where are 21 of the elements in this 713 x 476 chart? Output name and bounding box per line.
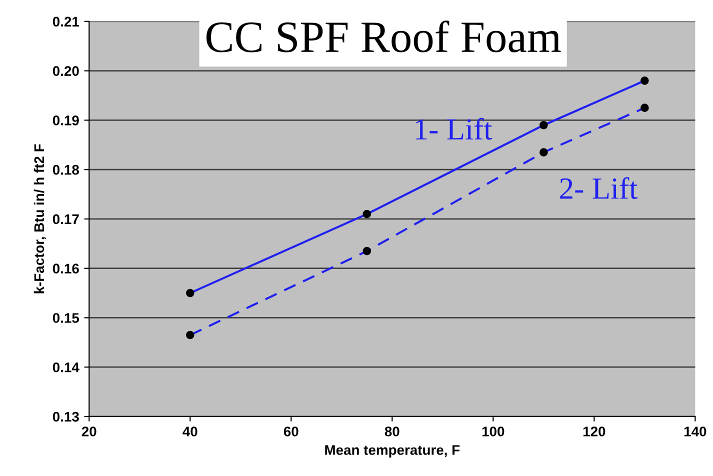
y-tick-label: 0.17 bbox=[52, 214, 79, 224]
chart-title: CC SPF Roof Foam bbox=[206, 20, 561, 52]
x-axis-title: Mean temperature, F bbox=[325, 445, 460, 458]
x-tick-label: 120 bbox=[583, 426, 606, 436]
x-tick-label: 100 bbox=[482, 426, 504, 436]
series-label: 1- Lift bbox=[416, 118, 492, 140]
x-tick-label: 60 bbox=[284, 426, 298, 436]
x-tick-label: 20 bbox=[82, 426, 96, 436]
y-tick-label: 0.20 bbox=[52, 66, 79, 76]
x-tick-label: 140 bbox=[684, 426, 706, 436]
y-axis-title: k-Factor, Btu in/ h ft2 F bbox=[34, 144, 46, 294]
y-tick-label: 0.15 bbox=[52, 313, 80, 323]
y-tick-label: 0.21 bbox=[52, 16, 80, 27]
y-tick-label: 0.13 bbox=[52, 412, 79, 422]
y-tick-label: 0.16 bbox=[52, 264, 79, 274]
x-tick-label: 80 bbox=[384, 426, 400, 436]
x-tick-label: 40 bbox=[182, 426, 198, 436]
y-tick-label: 0.19 bbox=[52, 116, 79, 126]
y-tick-label: 0.14 bbox=[52, 362, 80, 372]
y-tick-label: 0.18 bbox=[52, 164, 79, 175]
series-label: 2- Lift bbox=[560, 177, 638, 199]
